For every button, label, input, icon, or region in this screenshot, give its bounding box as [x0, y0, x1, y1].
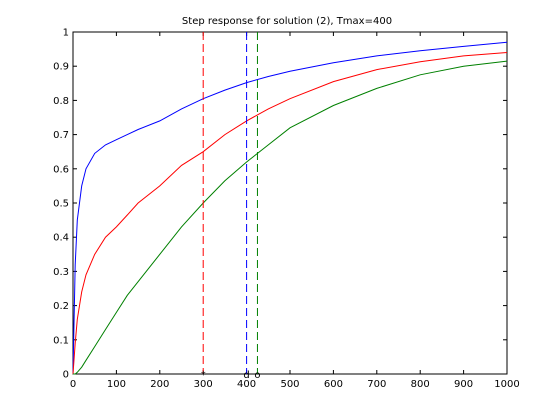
x-tick-label: 600	[324, 379, 343, 390]
y-tick-label: 0	[63, 370, 69, 381]
series-line-2	[72, 52, 508, 375]
x-tick-label: 200	[150, 379, 169, 390]
y-tick-label: 0.3	[53, 267, 69, 278]
y-tick-label: 1	[63, 28, 69, 39]
series-line-3	[73, 60, 508, 375]
y-tick-label: 0.9	[53, 62, 69, 73]
marker-1: *	[201, 370, 206, 381]
x-tick-label: 500	[280, 379, 299, 390]
series-line-1	[72, 41, 508, 375]
marker-2: d	[243, 370, 249, 381]
y-tick-label: 0.5	[53, 199, 69, 210]
x-tick-label: 0	[70, 379, 76, 390]
axes-box	[72, 31, 508, 375]
y-tick-label: 0.6	[53, 164, 69, 175]
y-tick-label: 0.2	[53, 301, 69, 312]
x-tick-label: 300	[194, 379, 213, 390]
y-tick-label: 0.8	[53, 96, 69, 107]
plot-area: 0 100 200 300 400 500 600 700 800 900 1000 0 0.1 0.2 0…	[53, 28, 520, 391]
x-tick-label: 400	[237, 379, 256, 390]
x-tick-label: 800	[411, 379, 430, 390]
y-tick-label: 0.1	[53, 335, 69, 346]
chart-title: Step response for solution (2), Tmax=400	[182, 16, 392, 27]
marker-3: o	[254, 370, 260, 381]
y-tick-label: 0.4	[53, 233, 69, 244]
x-tick-label: 700	[367, 379, 386, 390]
x-tick-label: 1000	[494, 379, 519, 390]
x-tick-label: 100	[107, 379, 126, 390]
y-tick-label: 0.7	[53, 130, 69, 141]
x-tick-label: 900	[454, 379, 473, 390]
